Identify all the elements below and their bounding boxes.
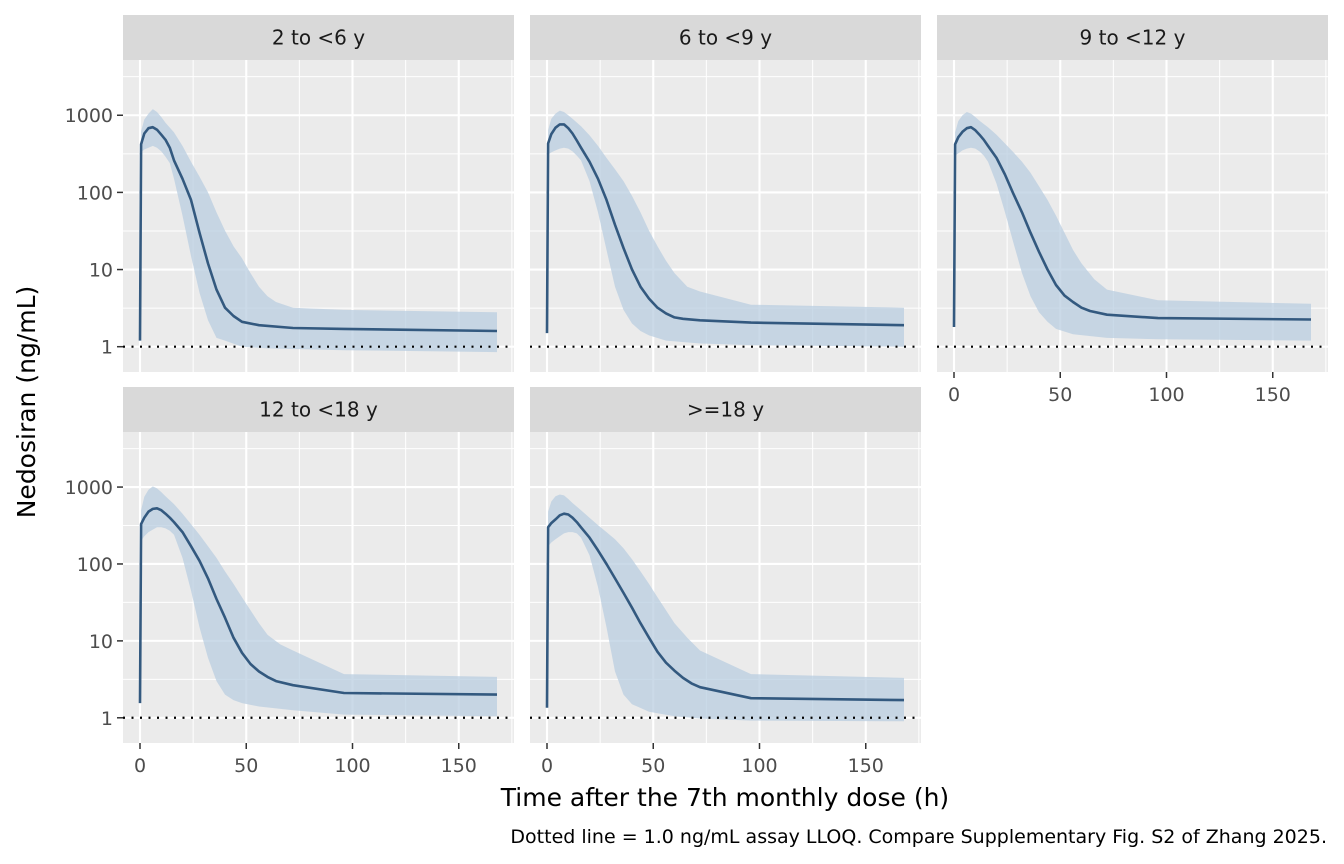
x-axis: 0 50 100 150 xyxy=(948,372,1291,406)
x-tick-label: 0 xyxy=(134,755,146,777)
chart-caption: Dotted line = 1.0 ng/mL assay LLOQ. Comp… xyxy=(510,826,1327,848)
y-tick-label: 100 xyxy=(77,554,113,576)
median-concentration-line xyxy=(138,506,498,704)
x-tick-label: 100 xyxy=(334,755,370,777)
facet-strip xyxy=(530,15,921,60)
x-axis: 0 50 100 150 xyxy=(134,743,477,777)
prediction-interval-band xyxy=(954,112,1311,341)
facet-panel: >=18 y xyxy=(530,387,921,743)
x-axis: 0 50 100 150 xyxy=(541,743,884,777)
facet-strip xyxy=(937,15,1328,60)
median-concentration-line xyxy=(952,125,1312,328)
x-tick-label: 100 xyxy=(741,755,777,777)
facet-strip xyxy=(123,387,514,432)
x-tick-label: 150 xyxy=(441,755,477,777)
x-tick-label: 0 xyxy=(541,755,553,777)
facet-panel: 6 to <9 y xyxy=(530,15,921,372)
median-concentration-line xyxy=(545,123,905,334)
facet-strip-label: 12 to <18 y xyxy=(259,398,378,422)
y-tick-label: 1 xyxy=(101,337,113,359)
median-concentration-line xyxy=(545,512,905,708)
y-tick-label: 10 xyxy=(89,260,113,282)
prediction-interval-band xyxy=(140,486,497,717)
facet-panel: 2 to <6 y xyxy=(123,15,514,372)
facet-strip xyxy=(123,15,514,60)
prediction-interval-band xyxy=(547,110,904,347)
y-tick-label: 1 xyxy=(101,708,113,730)
x-tick-label: 50 xyxy=(1048,384,1072,406)
y-tick-label: 1000 xyxy=(65,105,113,127)
y-tick-label: 100 xyxy=(77,182,113,204)
x-tick-label: 50 xyxy=(234,755,258,777)
y-axis-title: Nedosiran (ng/mL) xyxy=(12,286,41,519)
prediction-interval-band xyxy=(140,109,497,353)
facet-panels: 2 to <6 y 6 to <9 y 9 to <12 y 12 to <18 y >… xyxy=(123,15,1328,743)
x-tick-label: 150 xyxy=(1255,384,1291,406)
x-axis-title: Time after the 7th monthly dose (h) xyxy=(500,783,949,812)
facet-panel: 9 to <12 y xyxy=(937,15,1328,372)
facet-strip xyxy=(530,387,921,432)
facet-strip-label: 2 to <6 y xyxy=(272,26,365,50)
facet-panel: 12 to <18 y xyxy=(123,387,514,743)
x-axes: 0 50 100 150 0 50 100 150 0 50 100 150 xyxy=(134,372,1291,777)
facet-strip-label: 6 to <9 y xyxy=(679,26,772,50)
median-concentration-line xyxy=(138,125,498,341)
y-tick-label: 10 xyxy=(89,631,113,653)
y-axis: 1 10 100 1000 xyxy=(65,105,123,359)
x-tick-label: 50 xyxy=(641,755,665,777)
y-tick-label: 1000 xyxy=(65,477,113,499)
facet-strip-label: >=18 y xyxy=(687,398,764,422)
x-tick-label: 100 xyxy=(1148,384,1184,406)
facet-strip-label: 9 to <12 y xyxy=(1080,26,1186,50)
y-axes: 1 10 100 1000 1 10 100 1000 xyxy=(65,105,123,730)
x-tick-label: 0 xyxy=(948,384,960,406)
y-axis: 1 10 100 1000 xyxy=(65,477,123,730)
prediction-interval-band xyxy=(547,494,904,722)
x-tick-label: 150 xyxy=(848,755,884,777)
